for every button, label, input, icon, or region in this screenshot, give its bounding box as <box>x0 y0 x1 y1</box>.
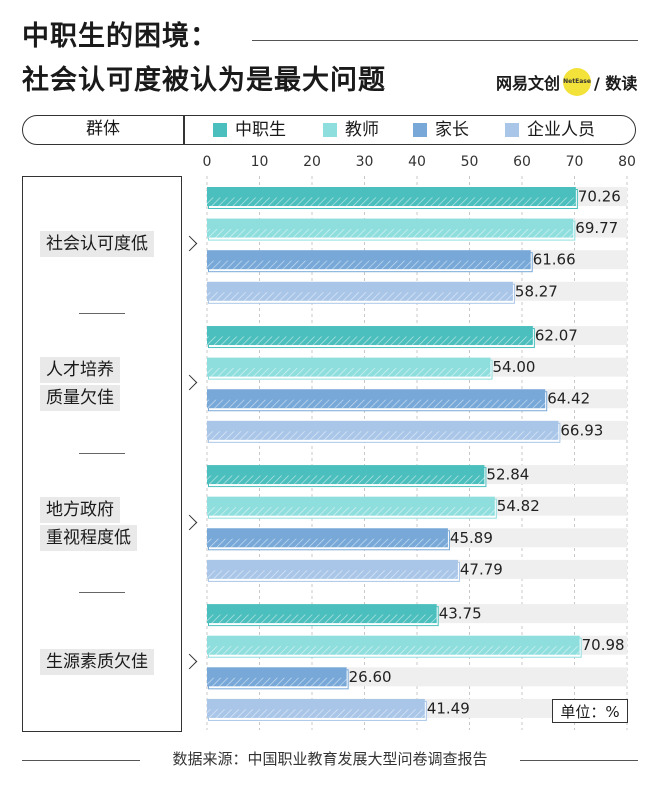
legend-swatch <box>323 123 337 137</box>
data-label: 54.82 <box>497 497 540 515</box>
data-label: 45.89 <box>450 529 493 547</box>
brand-logo: 网易文创 NetEase / 数读 <box>496 68 637 96</box>
category-separator <box>79 453 125 454</box>
logo-text-right: / 数读 <box>594 74 638 93</box>
legend-group-label: 群体 <box>86 119 120 139</box>
legend-item-label: 家长 <box>435 120 469 140</box>
x-tick-label: 0 <box>203 154 212 170</box>
bar-hatch <box>207 260 531 270</box>
data-label: 69.77 <box>575 219 618 237</box>
category-separator <box>79 313 125 314</box>
bar-hatch <box>207 431 559 440</box>
bar-hatch <box>207 229 574 238</box>
x-tick-label: 50 <box>461 154 479 170</box>
data-label: 58.27 <box>515 282 558 300</box>
category-label-rencai: 人才培养 质量欠佳 <box>40 357 168 413</box>
bar-hatch <box>207 570 458 579</box>
data-label: 54.00 <box>493 358 536 376</box>
source-rule-left <box>22 760 140 761</box>
x-tick-label: 10 <box>251 154 269 170</box>
data-label: 43.75 <box>439 605 482 623</box>
unit-label: 单位：% <box>552 699 628 723</box>
bar-hatch <box>207 614 437 624</box>
data-label: 47.79 <box>460 560 503 578</box>
bar-hatch <box>207 538 448 548</box>
legend-bar: 群体 中职生 教师 家长 企业人员 <box>22 115 636 145</box>
data-label: 41.49 <box>427 699 470 717</box>
legend-swatch <box>213 123 227 137</box>
legend-item-qiye: 企业人员 <box>505 120 595 140</box>
chart-title-line1: 中职生的困境： <box>22 21 218 52</box>
bar-hatch <box>207 197 576 206</box>
bar-hatch <box>207 507 495 516</box>
category-label-line: 生源素质欠佳 <box>40 649 154 675</box>
category-label-line: 社会认可度低 <box>40 231 154 257</box>
legend-swatch <box>505 123 519 137</box>
data-label: 62.07 <box>535 327 578 345</box>
category-label-shehui: 社会认可度低 <box>40 231 168 259</box>
category-label-line: 质量欠佳 <box>40 385 120 411</box>
x-tick-label: 20 <box>303 154 321 170</box>
legend-item-label: 教师 <box>345 120 379 140</box>
x-tick-label: 30 <box>356 154 374 170</box>
title-rule <box>252 40 638 41</box>
data-label: 66.93 <box>560 421 603 439</box>
data-label: 26.60 <box>349 668 392 686</box>
chart-title-line2: 社会认可度被认为是最大问题 <box>22 65 386 96</box>
logo-dot: NetEase <box>563 68 592 96</box>
x-tick-label: 60 <box>513 154 531 170</box>
category-label-difang: 地方政府 重视程度低 <box>40 497 168 553</box>
bar-hatch <box>207 475 485 485</box>
source-note: 数据来源：中国职业教育发展大型问卷调查报告 <box>172 750 488 768</box>
x-tick-label: 40 <box>408 154 426 170</box>
bar-hatch <box>207 709 425 718</box>
category-label-line: 重视程度低 <box>40 525 137 551</box>
source-rule-right <box>520 760 638 761</box>
data-label: 52.84 <box>486 466 529 484</box>
legend-divider <box>183 115 185 145</box>
legend-item-label: 企业人员 <box>527 120 595 140</box>
legend-item-jiazhang: 家长 <box>413 120 469 140</box>
legend-item-zhongzhisheng: 中职生 <box>213 120 286 140</box>
data-label: 70.98 <box>582 636 625 654</box>
data-label: 64.42 <box>547 390 590 408</box>
x-tick-label: 70 <box>566 154 584 170</box>
bar-hatch <box>207 399 546 409</box>
bar-hatch <box>207 292 513 301</box>
category-label-line: 地方政府 <box>40 497 120 523</box>
legend-swatch <box>413 123 427 137</box>
category-separator <box>79 592 125 593</box>
category-label-line: 人才培养 <box>40 357 120 383</box>
logo-text-left: 网易文创 <box>496 74 561 93</box>
category-panel <box>22 176 182 732</box>
bar-hatch <box>207 677 347 687</box>
x-tick-label: 80 <box>618 154 636 170</box>
category-label-shengyuan: 生源素质欠佳 <box>40 649 168 677</box>
legend-item-label: 中职生 <box>235 120 286 140</box>
bar-hatch <box>207 336 533 346</box>
bar-hatch <box>207 646 580 655</box>
bar-hatch <box>207 368 491 377</box>
data-label: 70.26 <box>578 188 621 206</box>
data-label: 61.66 <box>533 251 576 269</box>
legend-item-jiaoshi: 教师 <box>323 120 379 140</box>
